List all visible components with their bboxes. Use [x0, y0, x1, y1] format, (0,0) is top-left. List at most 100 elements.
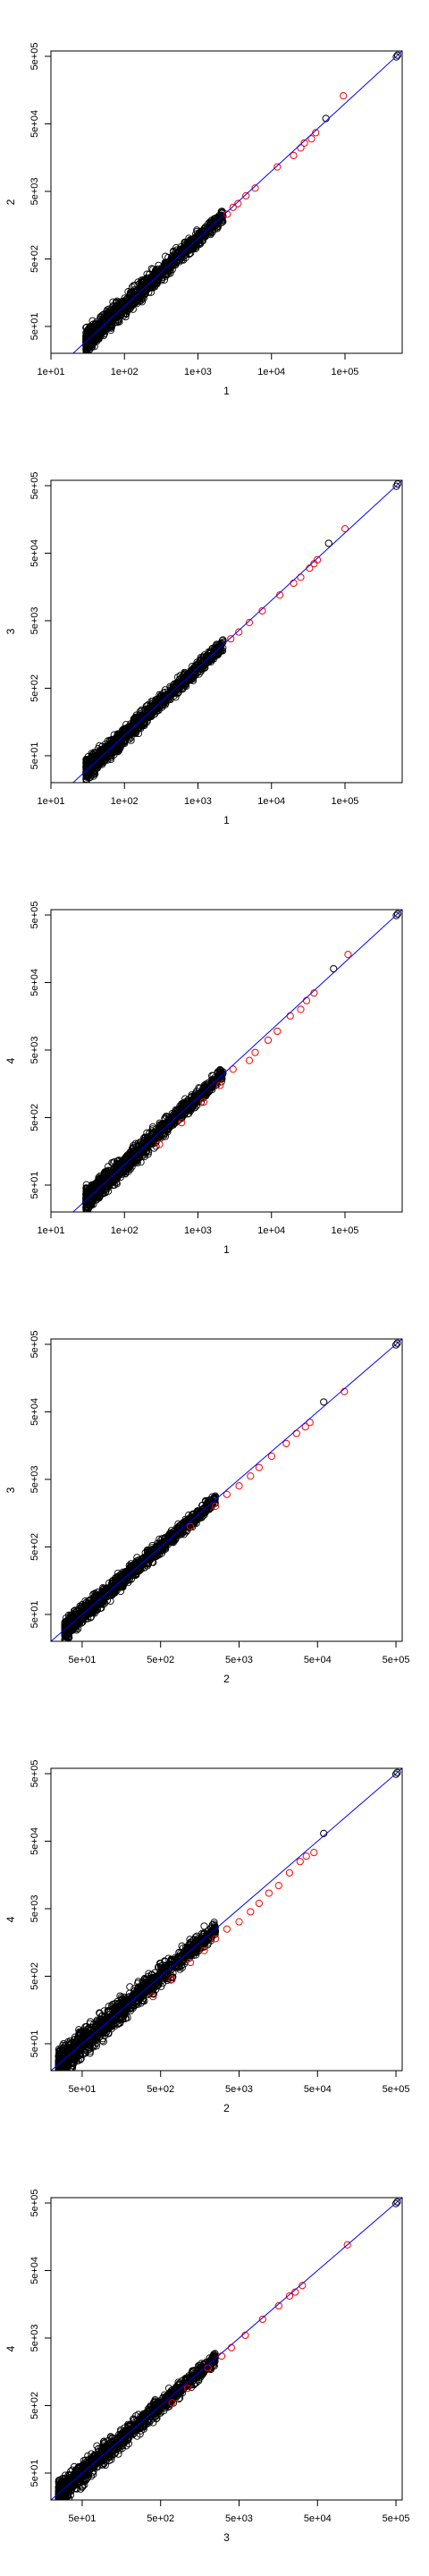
data-point [177, 1108, 185, 1116]
outlier-point [307, 135, 315, 143]
data-point [156, 1119, 164, 1127]
outlier-point [229, 1065, 237, 1073]
data-point [192, 1089, 200, 1097]
x-tick-label: 1e+05 [332, 796, 359, 807]
outlier-point [340, 92, 348, 100]
outlier-point [156, 1140, 164, 1148]
data-point [133, 1155, 141, 1163]
data-point [91, 319, 99, 328]
data-point [116, 301, 124, 309]
data-point [202, 1088, 210, 1096]
data-point [107, 752, 115, 760]
outlier-point [312, 129, 320, 137]
y-tick-label: 5e+04 [29, 969, 40, 996]
data-point [97, 326, 105, 334]
data-point [209, 651, 217, 659]
data-point [135, 287, 143, 295]
x-tick-label: 1e+01 [38, 1225, 65, 1236]
x-tick-label: 1e+01 [38, 367, 65, 377]
data-point [126, 722, 134, 730]
data-point [324, 539, 332, 547]
data-point [99, 1190, 107, 1198]
outlier-point [245, 618, 254, 627]
scatter-chart-1: 1e+01 1e+02 1e+03 1e+04 1e+055e+015e+025e+03… [4, 43, 403, 397]
data-point [101, 748, 109, 756]
reference-line [72, 51, 402, 353]
data-point [163, 1113, 171, 1121]
data-point [192, 1096, 200, 1105]
data-point [164, 1124, 172, 1132]
outlier-point [286, 1012, 294, 1020]
data-point [168, 688, 176, 696]
x-tick-label: 1e+04 [257, 1225, 285, 1236]
data-point [124, 724, 132, 732]
x-tick-label: 1e+04 [257, 796, 285, 807]
data-point [114, 1172, 122, 1180]
data-point [218, 211, 226, 219]
data-point [196, 233, 204, 242]
data-point [106, 746, 114, 754]
data-point [216, 644, 224, 652]
data-point [218, 216, 226, 225]
data-point [393, 910, 401, 918]
outlier-point [290, 579, 298, 588]
y-tick-label: 5e+01 [29, 742, 40, 770]
outlier-point [300, 139, 308, 148]
y-tick-label: 5e+02 [29, 245, 40, 273]
data-point [103, 314, 112, 322]
data-point [98, 1182, 106, 1190]
data-point [393, 51, 401, 59]
data-point [186, 237, 195, 245]
data-point [143, 1129, 151, 1137]
data-point [107, 741, 115, 750]
outlier-point [227, 635, 235, 643]
data-point [82, 767, 90, 775]
data-point [130, 716, 139, 724]
data-point [124, 1157, 132, 1165]
x-axis-title: 1 [223, 385, 230, 397]
y-tick-label: 5e+05 [29, 43, 40, 71]
data-point [103, 311, 111, 319]
data-point [104, 745, 112, 753]
data-point [131, 1149, 140, 1157]
data-point [82, 1203, 90, 1211]
points-group [61, 1339, 401, 1641]
data-point [172, 693, 180, 701]
outlier-point [245, 1056, 254, 1064]
data-point [113, 1163, 121, 1172]
data-point [118, 735, 126, 743]
data-point [98, 311, 106, 319]
data-point [188, 242, 196, 250]
y-axis-title: 3 [4, 628, 17, 634]
x-tick-label: 1e+03 [184, 367, 212, 377]
plot-frame [50, 909, 403, 1213]
data-point [218, 637, 226, 645]
scatter-chart-4: 5e+01 5e+02 5e+03 5e+04 5e+055e+015e+025e+03… [4, 1331, 410, 1685]
data-point [127, 288, 135, 296]
outlier-point [297, 1005, 305, 1013]
data-point [131, 1140, 139, 1148]
data-point [188, 668, 196, 676]
data-point [131, 722, 139, 730]
data-point [119, 731, 127, 739]
data-point [132, 1144, 140, 1152]
data-point [87, 341, 95, 349]
data-point [215, 1072, 223, 1080]
x-tick-label: 1e+02 [111, 367, 139, 377]
plot-frame [50, 50, 403, 354]
data-point [130, 299, 139, 307]
data-point [139, 720, 147, 728]
outlier-point [302, 996, 311, 1004]
data-point [149, 276, 157, 284]
data-point [330, 964, 338, 973]
data-point [131, 1147, 139, 1155]
data-point [172, 243, 181, 252]
data-point [164, 270, 172, 278]
plot-frame [50, 479, 403, 784]
outlier-point [273, 1027, 282, 1036]
data-point [102, 1167, 110, 1175]
outlier-point [234, 199, 242, 208]
x-tick-label: 1e+04 [257, 367, 285, 377]
data-point [176, 682, 184, 690]
